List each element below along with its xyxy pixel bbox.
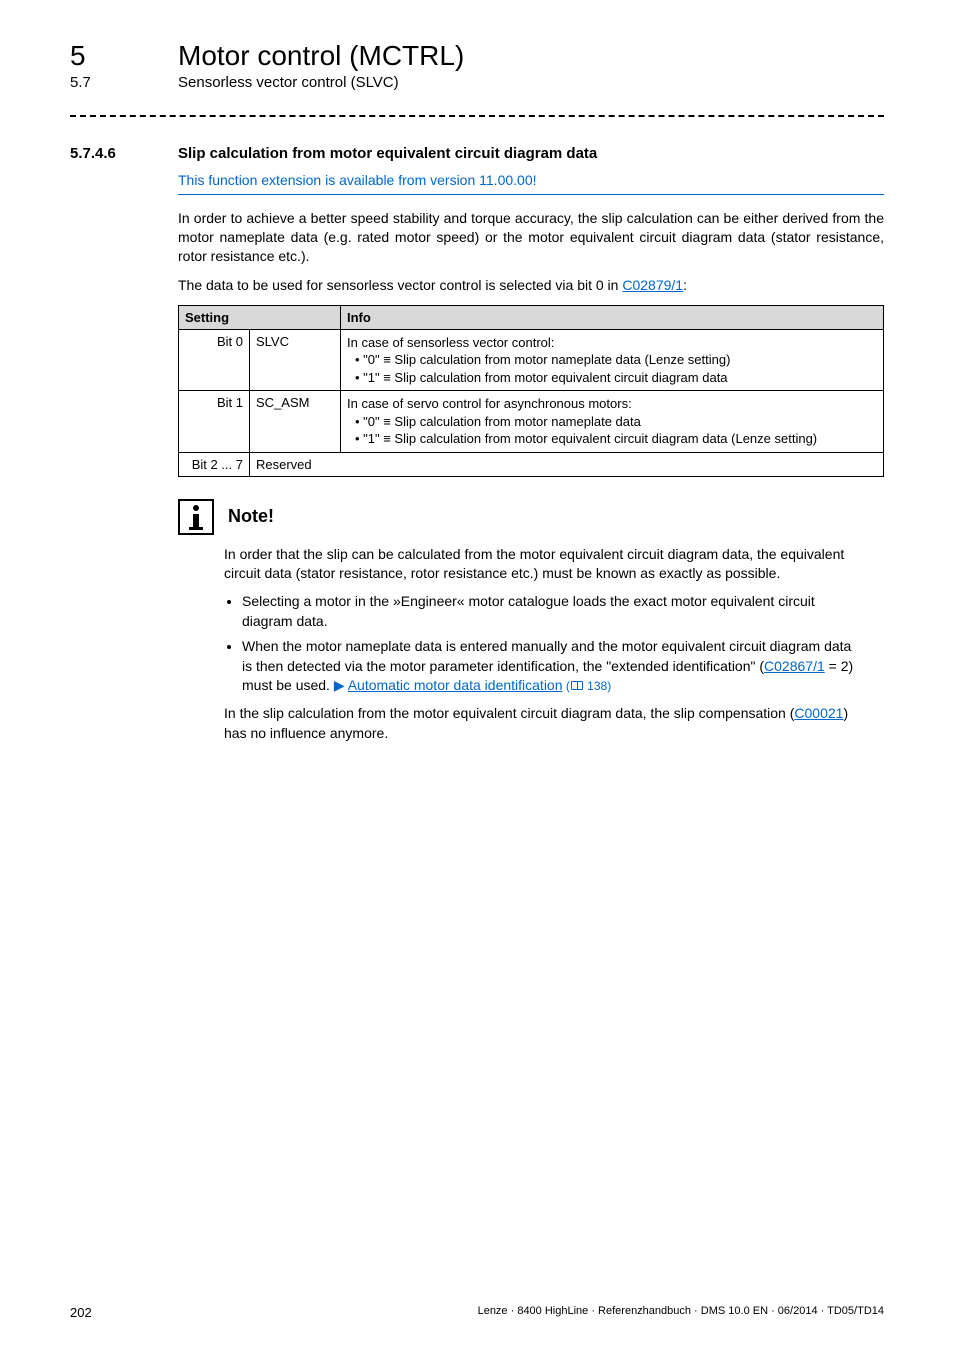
info-cell: In case of sensorless vector control: • … xyxy=(341,329,884,391)
section-title: Sensorless vector control (SLVC) xyxy=(178,74,399,91)
heading-text: Slip calculation from motor equivalent c… xyxy=(178,145,597,162)
name-cell: Reserved xyxy=(250,452,884,476)
thin-divider xyxy=(178,194,884,195)
note-title: Note! xyxy=(228,506,274,527)
note-bullet: Selecting a motor in the »Engineer« moto… xyxy=(242,592,854,631)
table-header-info: Info xyxy=(341,305,884,329)
info-icon xyxy=(178,499,214,535)
bit-cell: Bit 1 xyxy=(179,391,250,453)
book-icon xyxy=(571,681,583,690)
note-paragraph-2: In the slip calculation from the motor e… xyxy=(224,704,854,743)
paragraph-2: The data to be used for sensorless vecto… xyxy=(178,276,884,295)
arrow-icon: ▶ xyxy=(334,677,348,693)
dashed-divider xyxy=(70,115,884,117)
page-reference: ( 138) xyxy=(563,679,612,693)
name-cell: SLVC xyxy=(250,329,341,391)
bit-cell: Bit 2 ... 7 xyxy=(179,452,250,476)
link-c00021[interactable]: C00021 xyxy=(794,705,843,721)
note-paragraph-1: In order that the slip can be calculated… xyxy=(224,545,854,584)
table-row: Bit 0SLVCIn case of sensorless vector co… xyxy=(179,329,884,391)
table-row: Bit 2 ... 7Reserved xyxy=(179,452,884,476)
paragraph-1: In order to achieve a better speed stabi… xyxy=(178,209,884,266)
link-c02879-1[interactable]: C02879/1 xyxy=(622,277,683,293)
section-number: 5.7 xyxy=(70,74,178,91)
settings-table: Setting Info Bit 0SLVCIn case of sensorl… xyxy=(178,305,884,477)
footer-text: Lenze · 8400 HighLine · Referenzhandbuch… xyxy=(478,1305,884,1320)
table-row: Bit 1SC_ASMIn case of servo control for … xyxy=(179,391,884,453)
name-cell: SC_ASM xyxy=(250,391,341,453)
heading-number: 5.7.4.6 xyxy=(70,145,178,162)
table-header-setting: Setting xyxy=(179,305,341,329)
link-auto-motor-data[interactable]: Automatic motor data identification xyxy=(348,677,563,693)
info-cell: In case of servo control for asynchronou… xyxy=(341,391,884,453)
note-p2-prefix: In the slip calculation from the motor e… xyxy=(224,705,794,721)
paragraph-2-suffix: : xyxy=(683,277,687,293)
page-footer: 202 Lenze · 8400 HighLine · Referenzhand… xyxy=(70,1305,884,1320)
bit-cell: Bit 0 xyxy=(179,329,250,391)
note-block: Note! In order that the slip can be calc… xyxy=(178,499,884,743)
page-number: 202 xyxy=(70,1305,92,1320)
link-c02867-1[interactable]: C02867/1 xyxy=(764,658,825,674)
chapter-title: Motor control (MCTRL) xyxy=(178,40,464,72)
note-bullet: When the motor nameplate data is entered… xyxy=(242,637,854,696)
chapter-number: 5 xyxy=(70,40,178,72)
availability-note: This function extension is available fro… xyxy=(178,172,884,188)
paragraph-2-prefix: The data to be used for sensorless vecto… xyxy=(178,277,622,293)
